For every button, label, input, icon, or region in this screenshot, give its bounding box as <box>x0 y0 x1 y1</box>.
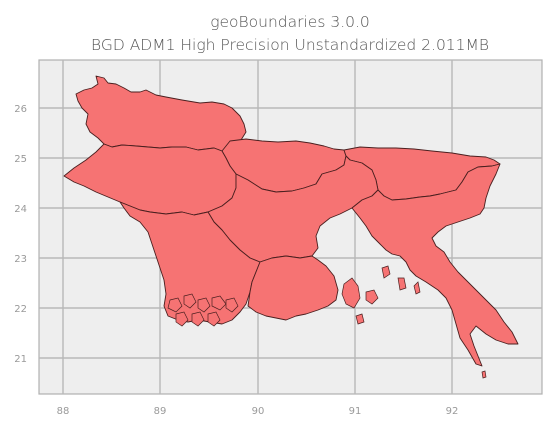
region-barisal <box>247 255 339 321</box>
island-kutubdia <box>397 277 407 291</box>
island-sundarbans-2 <box>183 293 197 309</box>
island-sundarbans-1 <box>167 297 183 313</box>
island-saint-martin <box>481 370 487 379</box>
y-tick-label-26: 26 <box>14 104 27 115</box>
island-sundarbans-7 <box>191 311 205 327</box>
island-sundarbans-4 <box>211 295 227 311</box>
island-hatiya <box>365 289 379 305</box>
x-tick-label-89: 89 <box>154 406 167 417</box>
x-tick-label-88: 88 <box>57 406 70 417</box>
island-nijhum <box>355 313 365 325</box>
y-axis-tick-labels: 21 22 23 24 25 26 <box>14 104 27 365</box>
figure-title-line2: BGD ADM1 High Precision Unstandardized 2… <box>91 36 489 54</box>
region-chittagong <box>351 163 519 367</box>
island-sundarbans-8 <box>207 311 221 327</box>
island-bhola <box>341 277 361 309</box>
map-islands <box>167 265 487 379</box>
y-tick-label-23: 23 <box>14 254 27 265</box>
figure-title-line1: geoBoundaries 3.0.0 <box>210 13 370 31</box>
x-tick-label-90: 90 <box>252 406 265 417</box>
y-tick-label-24: 24 <box>14 204 27 215</box>
y-tick-label-25: 25 <box>14 154 27 165</box>
y-tick-label-21: 21 <box>14 354 27 365</box>
island-maheshkhali <box>413 281 421 295</box>
island-sandwip <box>381 265 391 279</box>
island-sundarbans-5 <box>225 297 239 313</box>
y-tick-label-22: 22 <box>14 304 27 315</box>
map-regions <box>63 75 519 367</box>
region-khulna <box>119 201 261 325</box>
island-sundarbans-3 <box>197 297 211 313</box>
x-tick-label-92: 92 <box>446 406 459 417</box>
x-tick-label-91: 91 <box>349 406 362 417</box>
x-axis-tick-labels: 88 89 90 91 92 <box>57 406 459 417</box>
island-sundarbans-6 <box>175 311 189 327</box>
